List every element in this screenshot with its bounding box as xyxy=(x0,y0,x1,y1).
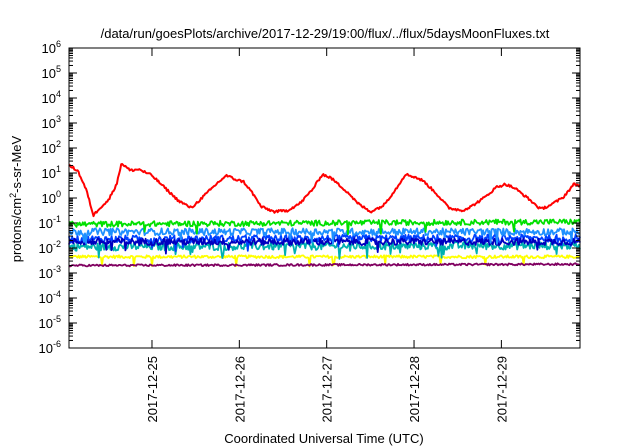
y-tick-label-base: 10 xyxy=(39,341,53,356)
series-line xyxy=(68,233,581,252)
y-tick-label: 10-2 xyxy=(39,239,61,256)
y-tick-label: 104 xyxy=(42,89,61,106)
y-tick-label: 10-6 xyxy=(39,339,61,356)
series-line xyxy=(68,227,581,245)
y-tick-label-base: 10 xyxy=(42,41,56,56)
y-tick-label: 106 xyxy=(42,39,61,56)
y-axis-label: protons/cm2-s-sr-MeV xyxy=(8,135,24,262)
y-tick-label-base: 10 xyxy=(39,316,53,331)
y-tick-label-base: 10 xyxy=(42,116,56,131)
series-line xyxy=(68,254,581,268)
y-tick-label-exponent: -3 xyxy=(53,264,61,274)
x-tick-label: 2017-12-28 xyxy=(407,356,422,423)
y-tick-label-exponent: 0 xyxy=(56,189,61,199)
y-tick-label-exponent: -1 xyxy=(53,214,61,224)
y-tick-label-base: 10 xyxy=(42,166,56,181)
x-tick-label: 2017-12-26 xyxy=(232,356,247,423)
y-tick-label: 101 xyxy=(42,164,61,181)
y-tick-label: 100 xyxy=(42,189,61,206)
x-tick-label: 2017-12-25 xyxy=(145,356,160,423)
y-tick-label: 103 xyxy=(42,114,61,131)
tick-layer: 10610510410310210110010-110-210-310-410-… xyxy=(39,39,580,423)
y-tick-label-exponent: -6 xyxy=(53,339,61,349)
y-tick-label-base: 10 xyxy=(39,291,53,306)
series-layer xyxy=(68,163,581,268)
y-tick-label-exponent: -2 xyxy=(53,239,61,249)
y-tick-label-base: 10 xyxy=(39,216,53,231)
plot-frame xyxy=(68,47,581,349)
y-tick-label-base: 10 xyxy=(42,91,56,106)
series-line xyxy=(68,262,581,268)
y-tick-label-exponent: 5 xyxy=(56,64,61,74)
chart-title: /data/run/goesPlots/archive/2017-12-29/1… xyxy=(101,26,550,41)
x-axis-label: Coordinated Universal Time (UTC) xyxy=(224,431,423,446)
y-tick-label-base: 10 xyxy=(42,191,56,206)
y-tick-label-exponent: 1 xyxy=(56,164,61,174)
y-tick-label: 10-1 xyxy=(39,214,61,231)
y-tick-label: 10-5 xyxy=(39,314,61,331)
y-tick-label: 105 xyxy=(42,64,61,81)
y-tick-label-base: 10 xyxy=(42,141,56,156)
y-tick-label-exponent: -4 xyxy=(53,289,61,299)
series-line xyxy=(68,163,581,218)
y-tick-label-base: 10 xyxy=(39,266,53,281)
y-tick-label-exponent: 6 xyxy=(56,39,61,49)
y-axis-label-suffix: -s-sr-MeV xyxy=(9,135,24,192)
y-tick-label: 102 xyxy=(42,139,61,156)
series-line xyxy=(68,237,581,255)
y-tick-label: 10-3 xyxy=(39,264,61,281)
series-line xyxy=(68,218,581,236)
x-tick-label: 2017-12-27 xyxy=(320,356,335,423)
x-tick-label: 2017-12-29 xyxy=(494,356,509,423)
y-tick-label: 10-4 xyxy=(39,289,61,306)
y-tick-label-base: 10 xyxy=(42,66,56,81)
y-axis-label-unit: protons/cm xyxy=(9,198,24,262)
y-tick-label-exponent: 4 xyxy=(56,89,61,99)
y-axis-label-exponent: 2 xyxy=(8,193,18,198)
y-tick-label-base: 10 xyxy=(39,241,53,256)
y-tick-label-exponent: 3 xyxy=(56,114,61,124)
y-tick-label-exponent: 2 xyxy=(56,139,61,149)
y-tick-label-exponent: -5 xyxy=(53,314,61,324)
